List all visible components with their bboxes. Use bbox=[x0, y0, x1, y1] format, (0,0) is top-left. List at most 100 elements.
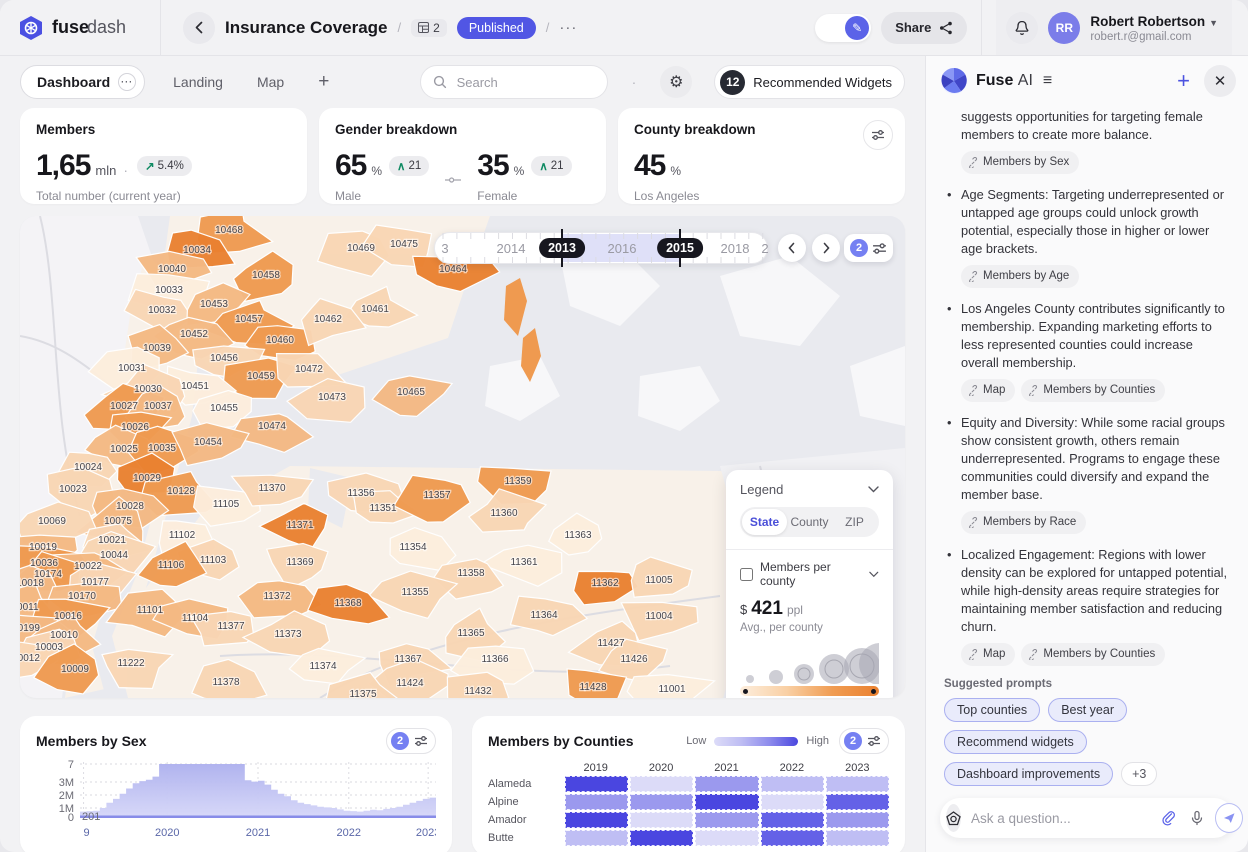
edit-mode-toggle[interactable]: ✎ bbox=[815, 14, 871, 42]
ai-message-tags: Members by Sex bbox=[961, 151, 1230, 173]
heat-cell[interactable] bbox=[565, 812, 628, 828]
county-card-settings-button[interactable] bbox=[863, 120, 893, 150]
color-scale-bar[interactable] bbox=[740, 686, 879, 696]
heat-cell[interactable] bbox=[826, 794, 889, 810]
user-info[interactable]: Robert Robertson▼ robert.r@gmail.com bbox=[1090, 13, 1218, 43]
map-filters-button[interactable]: 2 bbox=[844, 234, 893, 262]
zip-label: 11102 bbox=[169, 530, 196, 541]
tab-map[interactable]: Map bbox=[251, 73, 290, 91]
heat-cell[interactable] bbox=[761, 830, 824, 846]
voice-button[interactable] bbox=[1187, 808, 1207, 828]
timeline-slider[interactable]: 3201420162018220132015 bbox=[434, 232, 768, 264]
more-menu-icon[interactable]: ··· bbox=[559, 19, 577, 36]
zip-label: 10003 bbox=[35, 642, 63, 653]
zip-label: 10458 bbox=[252, 270, 280, 281]
widget-tag[interactable]: Members by Sex bbox=[961, 151, 1079, 173]
widget-count-badge[interactable]: 2 bbox=[411, 19, 447, 37]
heat-cell[interactable] bbox=[630, 794, 693, 810]
widget-tag[interactable]: Members by Counties bbox=[1021, 379, 1165, 401]
layer-toggle-row[interactable]: Members per county bbox=[740, 560, 879, 588]
share-button[interactable]: Share bbox=[881, 12, 967, 44]
timeline-end-handle[interactable]: 2015 bbox=[657, 238, 703, 258]
heat-cell[interactable] bbox=[695, 776, 758, 792]
tab-zip[interactable]: ZIP bbox=[832, 509, 877, 535]
tab-options-icon[interactable]: ··· bbox=[118, 73, 136, 91]
heat-cell[interactable] bbox=[761, 812, 824, 828]
chevron-down-icon: ▼ bbox=[1209, 18, 1218, 28]
heat-cell[interactable] bbox=[565, 794, 628, 810]
zip-label: 10452 bbox=[180, 329, 208, 340]
recommended-count-badge: 12 bbox=[720, 70, 745, 95]
members-per-county-checkbox[interactable] bbox=[740, 568, 753, 581]
heat-cell[interactable] bbox=[630, 812, 693, 828]
svg-text:2022: 2022 bbox=[337, 827, 361, 839]
zip-label: 10044 bbox=[100, 550, 128, 561]
more-prompts-button[interactable]: +3 bbox=[1121, 762, 1157, 786]
zip-label: 10455 bbox=[210, 403, 238, 414]
zip-label: 10457 bbox=[235, 314, 263, 325]
notifications-button[interactable] bbox=[1006, 12, 1038, 44]
search-input[interactable] bbox=[455, 74, 585, 91]
timeline-start-handle[interactable]: 2013 bbox=[539, 238, 585, 258]
fuse-ai-logo-icon bbox=[940, 67, 968, 95]
heat-gradient-bar bbox=[714, 737, 798, 746]
paperclip-icon bbox=[1160, 810, 1177, 827]
heat-cell[interactable] bbox=[826, 812, 889, 828]
header-actions: ✎ Share RR Robert Robertson▼ robert.r@gm… bbox=[815, 0, 1248, 55]
widget-tag[interactable]: Members by Race bbox=[961, 511, 1086, 533]
prompt-pill[interactable]: Best year bbox=[1048, 698, 1127, 722]
zip-label: 10028 bbox=[116, 501, 144, 512]
zip-label: 10475 bbox=[390, 239, 418, 250]
send-button[interactable] bbox=[1215, 803, 1243, 833]
prompt-pill[interactable]: Recommend widgets bbox=[944, 730, 1087, 754]
tab-county[interactable]: County bbox=[787, 509, 832, 535]
county-value: 45 bbox=[634, 149, 665, 183]
dashboard-content: Dashboard ··· Landing Map + · ⚙ 12 Recom… bbox=[0, 56, 925, 852]
tab-landing[interactable]: Landing bbox=[167, 73, 229, 91]
heat-cell[interactable] bbox=[630, 830, 693, 846]
timeline-prev-button[interactable] bbox=[778, 234, 806, 262]
heat-cell[interactable] bbox=[761, 794, 824, 810]
card-title: Gender breakdown bbox=[335, 122, 590, 137]
heat-cell[interactable] bbox=[826, 776, 889, 792]
widget-tag[interactable]: Map bbox=[961, 643, 1015, 665]
list-icon[interactable]: ≡ bbox=[1043, 72, 1052, 90]
heat-cell[interactable] bbox=[630, 776, 693, 792]
zip-label: 10034 bbox=[183, 245, 211, 256]
sliders-icon bbox=[414, 734, 428, 748]
tab-state[interactable]: State bbox=[742, 509, 787, 535]
chevron-right-icon bbox=[820, 242, 832, 254]
zip-label: 10464 bbox=[439, 264, 467, 275]
timeline-next-button[interactable] bbox=[812, 234, 840, 262]
new-chat-button[interactable]: + bbox=[1171, 69, 1196, 93]
avatar[interactable]: RR bbox=[1048, 12, 1080, 44]
close-panel-button[interactable]: ✕ bbox=[1204, 65, 1236, 97]
add-tab-button[interactable]: + bbox=[312, 70, 335, 94]
attach-button[interactable] bbox=[1158, 808, 1179, 829]
sex-card-filters-button[interactable]: 2 bbox=[386, 728, 436, 754]
heat-cell[interactable] bbox=[695, 812, 758, 828]
widget-tag[interactable]: Members by Counties bbox=[1021, 643, 1165, 665]
counties-card-filters-button[interactable]: 2 bbox=[839, 728, 889, 754]
heat-cell[interactable] bbox=[565, 776, 628, 792]
settings-button[interactable]: ⚙ bbox=[660, 66, 692, 98]
widget-tag[interactable]: Map bbox=[961, 379, 1015, 401]
brand-logo[interactable]: fusedash bbox=[0, 0, 161, 55]
choropleth-map[interactable]: 1046810034100401003310032104581045310457… bbox=[20, 216, 905, 698]
heat-cell[interactable] bbox=[695, 830, 758, 846]
user-name: Robert Robertson bbox=[1090, 14, 1205, 29]
prompt-pill[interactable]: Dashboard improvements bbox=[944, 762, 1113, 786]
heat-cell[interactable] bbox=[695, 794, 758, 810]
heat-cell[interactable] bbox=[761, 776, 824, 792]
back-button[interactable] bbox=[183, 12, 215, 44]
prompt-pill[interactable]: Top counties bbox=[944, 698, 1040, 722]
table-row: Amador bbox=[488, 812, 889, 828]
widget-tag[interactable]: Members by Age bbox=[961, 265, 1079, 287]
ask-question-input[interactable] bbox=[969, 810, 1150, 827]
heat-cell[interactable] bbox=[826, 830, 889, 846]
recommended-widgets-button[interactable]: 12 Recommended Widgets bbox=[714, 65, 905, 99]
heat-cell[interactable] bbox=[565, 830, 628, 846]
tab-dashboard[interactable]: Dashboard ··· bbox=[20, 65, 145, 99]
zip-label: 10016 bbox=[54, 611, 82, 622]
legend-header[interactable]: Legend bbox=[740, 482, 879, 497]
